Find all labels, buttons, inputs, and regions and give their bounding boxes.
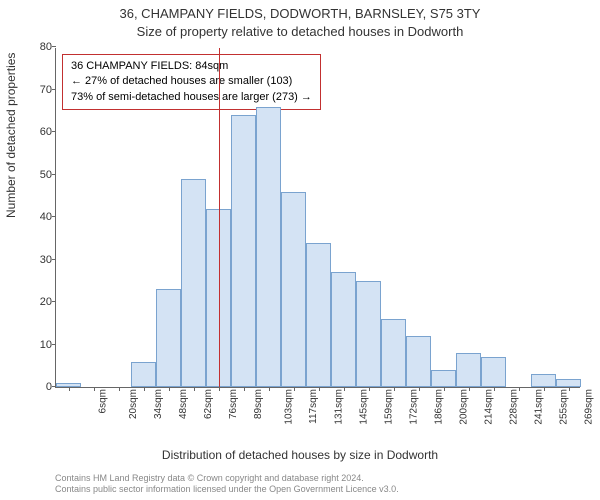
x-tick-mark: [519, 387, 520, 391]
histogram-bar: [131, 362, 156, 388]
x-tick-mark: [269, 387, 270, 391]
y-tick-label: 20: [40, 296, 52, 308]
x-tick-mark: [344, 387, 345, 391]
x-tick-mark: [544, 387, 545, 391]
x-tick-label: 6sqm: [97, 389, 108, 413]
histogram-bar: [231, 115, 256, 387]
histogram-bar: [406, 336, 431, 387]
x-tick-label: 131sqm: [333, 389, 344, 425]
x-tick-mark: [569, 387, 570, 391]
x-tick-mark: [444, 387, 445, 391]
histogram-bar: [356, 281, 381, 387]
y-tick-label: 50: [40, 169, 52, 181]
y-tick-label: 60: [40, 126, 52, 138]
y-tick-mark: [52, 344, 56, 345]
y-tick-label: 80: [40, 41, 52, 53]
x-tick-label: 255sqm: [558, 389, 569, 425]
y-tick-mark: [52, 131, 56, 132]
footer: Contains HM Land Registry data © Crown c…: [55, 473, 399, 496]
x-tick-mark: [94, 387, 95, 391]
x-tick-label: 228sqm: [508, 389, 519, 425]
x-tick-mark: [69, 387, 70, 391]
y-tick-label: 0: [46, 381, 52, 393]
x-tick-mark: [144, 387, 145, 391]
footer-line2: Contains public sector information licen…: [55, 484, 399, 496]
x-tick-mark: [369, 387, 370, 391]
marker-line: [219, 48, 221, 387]
x-tick-mark: [419, 387, 420, 391]
histogram-bar: [556, 379, 581, 388]
x-tick-label: 200sqm: [458, 389, 469, 425]
histogram-bar: [331, 272, 356, 387]
histogram-bar: [381, 319, 406, 387]
x-tick-label: 103sqm: [283, 389, 294, 425]
x-tick-label: 241sqm: [533, 389, 544, 425]
histogram-bar: [181, 179, 206, 387]
x-tick-mark: [319, 387, 320, 391]
y-tick-mark: [52, 216, 56, 217]
x-tick-label: 172sqm: [408, 389, 419, 425]
y-tick-mark: [52, 46, 56, 47]
x-tick-mark: [244, 387, 245, 391]
histogram-bar: [531, 374, 556, 387]
x-tick-mark: [394, 387, 395, 391]
chart-subtitle: Size of property relative to detached ho…: [0, 24, 600, 39]
x-tick-label: 214sqm: [483, 389, 494, 425]
histogram-bar: [431, 370, 456, 387]
x-tick-mark: [219, 387, 220, 391]
histogram-bar: [456, 353, 481, 387]
histogram-bar: [156, 289, 181, 387]
x-tick-label: 117sqm: [307, 389, 318, 424]
chart-title: 36, CHAMPANY FIELDS, DODWORTH, BARNSLEY,…: [0, 6, 600, 21]
y-tick-label: 70: [40, 84, 52, 96]
x-tick-label: 186sqm: [433, 389, 444, 425]
x-tick-mark: [194, 387, 195, 391]
y-tick-label: 10: [40, 339, 52, 351]
histogram-bar: [256, 107, 281, 388]
y-tick-mark: [52, 174, 56, 175]
histogram-bar: [281, 192, 306, 388]
chart-container: 36, CHAMPANY FIELDS, DODWORTH, BARNSLEY,…: [0, 0, 600, 500]
y-tick-mark: [52, 259, 56, 260]
y-tick-label: 30: [40, 254, 52, 266]
y-axis-label: Number of detached properties: [4, 53, 18, 218]
annotation-box: 36 CHAMPANY FIELDS: 84sqm ← 27% of detac…: [62, 54, 321, 110]
x-tick-label: 269sqm: [583, 389, 594, 425]
footer-line1: Contains HM Land Registry data © Crown c…: [55, 473, 399, 485]
x-tick-label: 34sqm: [153, 389, 164, 419]
annotation-line1: 36 CHAMPANY FIELDS: 84sqm: [71, 59, 312, 74]
x-tick-label: 89sqm: [253, 389, 264, 419]
x-tick-mark: [169, 387, 170, 391]
plot-area: 36 CHAMPANY FIELDS: 84sqm ← 27% of detac…: [55, 48, 580, 388]
y-tick-mark: [52, 89, 56, 90]
histogram-bar: [306, 243, 331, 388]
annotation-line3: 73% of semi-detached houses are larger (…: [71, 90, 312, 105]
x-tick-mark: [119, 387, 120, 391]
x-tick-label: 48sqm: [178, 389, 189, 419]
x-tick-label: 62sqm: [203, 389, 214, 419]
x-tick-label: 145sqm: [358, 389, 369, 425]
x-tick-mark: [294, 387, 295, 391]
x-tick-label: 20sqm: [128, 389, 139, 419]
annotation-line2: ← 27% of detached houses are smaller (10…: [71, 74, 312, 89]
x-axis-label: Distribution of detached houses by size …: [0, 448, 600, 462]
x-tick-mark: [469, 387, 470, 391]
y-tick-mark: [52, 301, 56, 302]
y-tick-label: 40: [40, 211, 52, 223]
x-tick-label: 159sqm: [383, 389, 394, 425]
x-tick-mark: [494, 387, 495, 391]
x-tick-label: 76sqm: [228, 389, 239, 419]
histogram-bar: [481, 357, 506, 387]
